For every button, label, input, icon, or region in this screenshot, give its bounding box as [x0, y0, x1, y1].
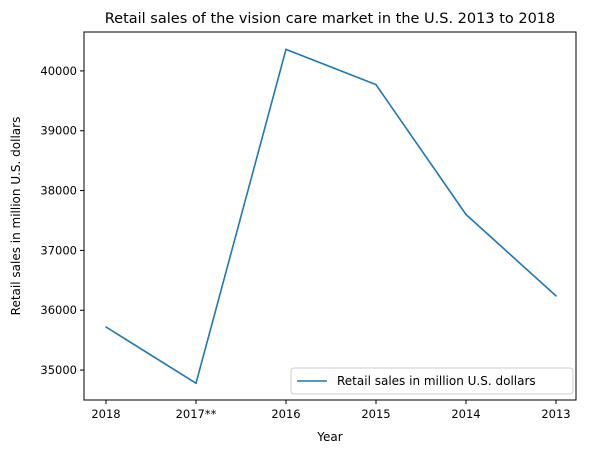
- y-tick-label: 38000: [40, 184, 77, 198]
- y-axis-label: Retail sales in million U.S. dollars: [9, 117, 23, 316]
- data-point: [195, 382, 197, 385]
- y-axis: 35000 36000 37000 38000 39000 40000: [40, 64, 84, 377]
- data-point: [105, 326, 107, 328]
- legend-box: [290, 367, 574, 395]
- data-point: [555, 295, 557, 297]
- x-tick-label: 2017**: [176, 407, 217, 421]
- data-points: [105, 48, 557, 385]
- legend: Retail sales in million U.S. dollars: [290, 367, 574, 395]
- legend-label: Retail sales in million U.S. dollars: [337, 374, 536, 388]
- x-tick-label: 2014: [451, 407, 480, 421]
- x-axis-label: Year: [316, 430, 342, 444]
- x-tick-label: 2015: [361, 407, 390, 421]
- series-line-retail-sales: [105, 48, 557, 385]
- x-axis: 2018 2017** 2016 2015 2014 2013: [91, 400, 571, 421]
- y-tick-label: 36000: [40, 303, 77, 317]
- y-tick-label: 37000: [40, 243, 77, 257]
- y-tick-label: 40000: [40, 64, 77, 78]
- x-tick-label: 2018: [91, 407, 120, 421]
- data-point: [285, 48, 287, 51]
- y-tick-label: 35000: [40, 363, 77, 377]
- chart-title: Retail sales of the vision care market i…: [105, 11, 556, 27]
- data-point: [375, 83, 377, 86]
- y-tick-label: 39000: [40, 124, 77, 138]
- x-tick-label: 2016: [271, 407, 300, 421]
- x-tick-label: 2013: [541, 407, 570, 421]
- data-point: [465, 213, 467, 216]
- plot-area: [83, 31, 577, 401]
